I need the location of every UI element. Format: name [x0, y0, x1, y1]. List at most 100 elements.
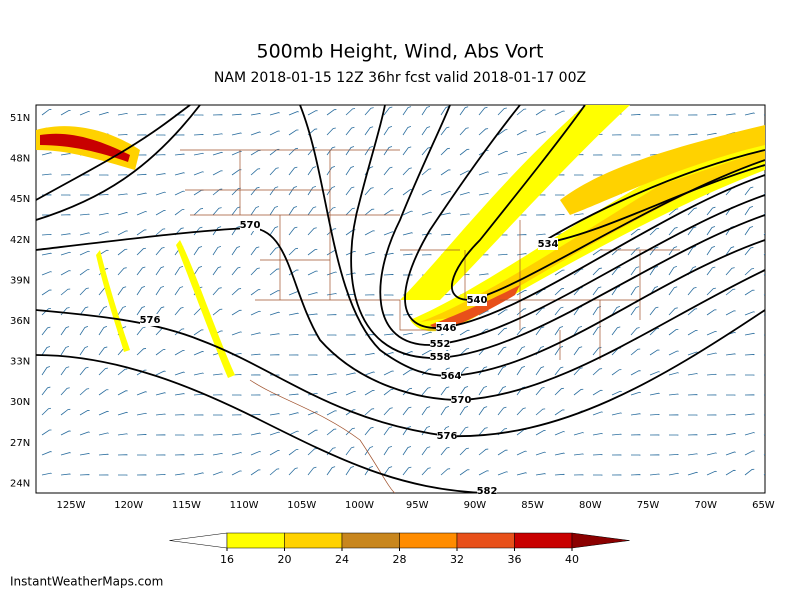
wind-barb	[117, 368, 128, 376]
wind-barb	[402, 369, 413, 376]
contour-label-bg	[441, 370, 461, 382]
wind-barb	[611, 326, 621, 336]
wind-barb	[79, 287, 89, 296]
wind-barb	[725, 469, 736, 476]
wind-barb	[592, 286, 602, 296]
wind-barb	[611, 306, 621, 316]
wind-barb	[383, 231, 394, 236]
wind-barb	[155, 349, 166, 356]
wind-barb	[193, 329, 204, 336]
wind-barb	[630, 434, 641, 436]
wind-barb	[611, 154, 622, 156]
wind-barb	[307, 292, 318, 296]
wind-barb	[516, 108, 527, 116]
wind-barb	[573, 268, 584, 276]
wind-barb	[193, 472, 204, 476]
wind-barb	[117, 433, 128, 436]
wind-barb	[421, 168, 432, 176]
wind-barb	[117, 112, 128, 116]
wind-barb	[193, 351, 204, 356]
wind-barb	[193, 453, 204, 456]
wind-barb	[687, 434, 698, 436]
wind-barb	[459, 127, 469, 136]
wind-barb	[383, 209, 394, 216]
wind-barb	[744, 354, 755, 356]
wind-barb	[744, 289, 755, 296]
wind-barb	[212, 471, 223, 476]
wind-barb	[212, 114, 223, 116]
wind-barb	[554, 213, 565, 216]
wind-barb	[554, 194, 565, 196]
wind-barb	[364, 107, 374, 116]
wind-barb	[60, 408, 71, 416]
wind-barb	[231, 452, 242, 456]
lon-label: 125W	[57, 500, 86, 511]
wind-barb	[573, 367, 583, 376]
wind-barb	[250, 469, 261, 476]
colorbar: 16 20 24 28 32 36 40	[169, 532, 630, 566]
wind-barb	[516, 450, 527, 456]
wind-barb	[174, 307, 184, 316]
wind-barb	[155, 286, 165, 296]
wind-barb	[383, 426, 393, 436]
wind-barb	[630, 247, 640, 256]
wind-barb	[687, 351, 698, 356]
wind-barb	[668, 372, 679, 376]
lat-label: 48N	[10, 154, 30, 165]
wind-barb	[573, 432, 584, 436]
wind-barb	[364, 371, 375, 376]
wind-barb	[440, 386, 450, 396]
wind-barb	[307, 206, 317, 216]
wind-barb	[535, 109, 546, 116]
wind-barb	[706, 266, 716, 276]
wind-barb	[364, 389, 375, 396]
wind-barb	[440, 212, 451, 216]
wind-barb	[212, 188, 223, 196]
wind-barb	[649, 371, 660, 376]
wind-barb	[60, 387, 70, 396]
wind-barb	[611, 369, 622, 376]
wind-barb	[60, 270, 71, 276]
wind-barb	[155, 210, 166, 216]
wind-barb	[60, 194, 71, 196]
wind-barb	[592, 454, 603, 456]
wind-barb	[497, 406, 507, 416]
wind-barb	[98, 212, 109, 216]
wind-barb	[250, 113, 261, 116]
wind-barb	[174, 371, 185, 376]
wind-barb	[136, 113, 147, 116]
wind-barb	[79, 474, 90, 476]
wind-barb	[231, 246, 241, 256]
wind-barb	[269, 311, 280, 316]
wind-barb	[649, 434, 660, 436]
wind-barb	[174, 209, 185, 216]
wind-barb	[497, 327, 507, 336]
wind-barb	[649, 473, 660, 476]
lat-label: 24N	[10, 478, 30, 489]
wind-barb	[193, 372, 204, 376]
wind-barb	[41, 307, 52, 316]
wind-barb	[288, 206, 298, 216]
wind-barb	[212, 287, 222, 296]
wind-barb	[60, 366, 70, 376]
wind-barb	[174, 473, 185, 476]
wind-barb	[478, 106, 488, 116]
wind-barb	[269, 413, 280, 416]
wind-barb	[668, 472, 679, 476]
wind-barb	[174, 454, 185, 456]
wind-barb	[668, 266, 678, 276]
wind-barb	[250, 131, 261, 136]
wind-barb	[402, 387, 413, 396]
wind-barb	[136, 433, 147, 436]
title: 500mb Height, Wind, Abs Vort	[257, 41, 544, 63]
wind-barb	[231, 226, 241, 236]
wind-barb	[269, 205, 279, 216]
wind-barb	[364, 251, 375, 256]
contour-label-bg	[451, 394, 471, 406]
contour-label-bg	[477, 485, 497, 497]
wind-barb	[554, 326, 564, 336]
wind-barb	[79, 346, 89, 356]
wind-barb	[668, 434, 679, 436]
wind-barb	[459, 192, 470, 196]
wind-barb	[668, 286, 678, 296]
